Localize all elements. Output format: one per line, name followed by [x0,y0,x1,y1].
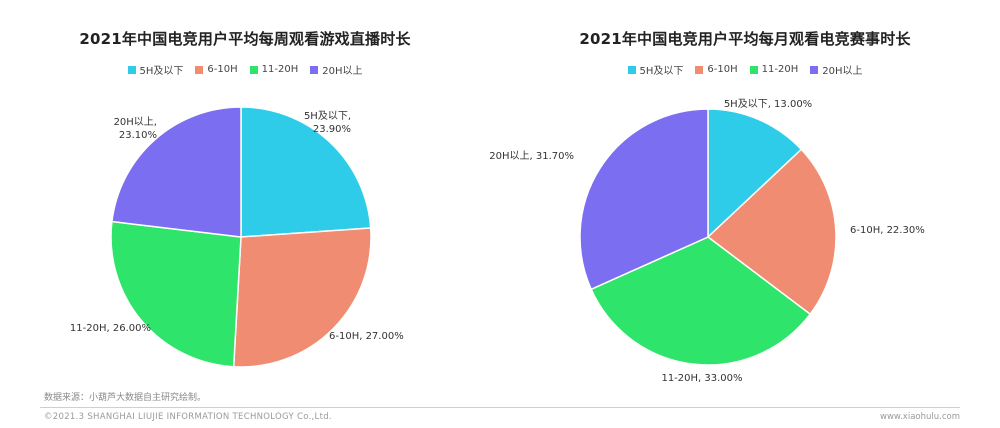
legend-item: 20H以上 [810,62,862,77]
legend-swatch [310,65,319,74]
legend-item: 6-10H [695,62,738,77]
legend-item: 6-10H [195,62,238,77]
legend-item: 5H及以下 [627,62,684,77]
legend-label: 5H及以下 [639,66,684,77]
legend-label: 11-20H [761,64,799,75]
legend-item: 11-20H [249,62,299,77]
pie-slice [110,220,242,368]
pie-slice [579,108,709,291]
pie-chart-monthly-esports-events: 2021年中国电竞用户平均每月观看电竞赛事时长 5H及以下 6-10H 11-2… [490,0,1000,400]
footer-divider [40,407,960,408]
legend-label: 5H及以下 [139,66,184,77]
pie-slice [590,236,812,366]
legend-swatch [195,65,204,74]
chart-title: 2021年中国电竞用户平均每周观看游戏直播时长 [79,30,411,48]
footer-copyright: ©2021.3 SHANGHAI LIUJIE INFORMATION TECH… [44,412,332,422]
slice-data-label: 6-10H, 27.00% [329,331,404,342]
pie-chart-weekly-live-streaming: 2021年中国电竞用户平均每周观看游戏直播时长 5H及以下 6-10H 11-2… [0,0,490,400]
pie-slice [111,106,242,238]
pie-plot: 5H及以下, 23.90% 6-10H, 27.00% 11-20H, 26.00% 2… [70,106,404,368]
slice-data-label: 11-20H, 33.00% [661,373,742,384]
legend-label: 6-10H [207,64,238,75]
legend-label: 11-20H [261,64,299,75]
legend-swatch [249,65,258,74]
chart-legend: 5H及以下 6-10H 11-20H 20H以上 [490,62,1000,77]
data-source-note: 数据来源：小葫芦大数据自主研究绘制。 [44,393,207,403]
legend-swatch [695,65,704,74]
legend-label: 6-10H [707,64,738,75]
pie-slice [232,227,372,368]
legend-item: 11-20H [749,62,799,77]
legend-swatch [749,65,758,74]
chart-legend: 5H及以下 6-10H 11-20H 20H以上 [0,62,490,77]
legend-item: 5H及以下 [127,62,184,77]
pie-slice [707,108,803,239]
legend-swatch [810,65,819,74]
legend-label: 20H以上 [322,66,363,77]
pie-plot: 5H及以下, 13.00% 6-10H, 22.30% 11-20H, 33.00%… [490,98,925,384]
footer-website: www.xiaohulu.com [880,412,960,422]
slice-data-label: 20H以上, 23.10% [114,116,157,141]
legend-swatch [627,65,636,74]
legend-label: 20H以上 [822,66,863,77]
legend-item: 20H以上 [310,62,362,77]
slice-data-label: 5H及以下, 23.90% [304,110,351,135]
slice-data-label: 5H及以下, 13.00% [724,98,812,110]
slice-data-label: 11-20H, 26.00% [70,323,151,334]
pie-slice [706,148,837,316]
legend-swatch [127,65,136,74]
pie-slice [240,106,372,238]
slice-data-label: 20H以上, 31.70% [490,150,574,162]
chart-title: 2021年中国电竞用户平均每月观看电竞赛事时长 [579,30,911,48]
slice-data-label: 6-10H, 22.30% [850,225,925,236]
